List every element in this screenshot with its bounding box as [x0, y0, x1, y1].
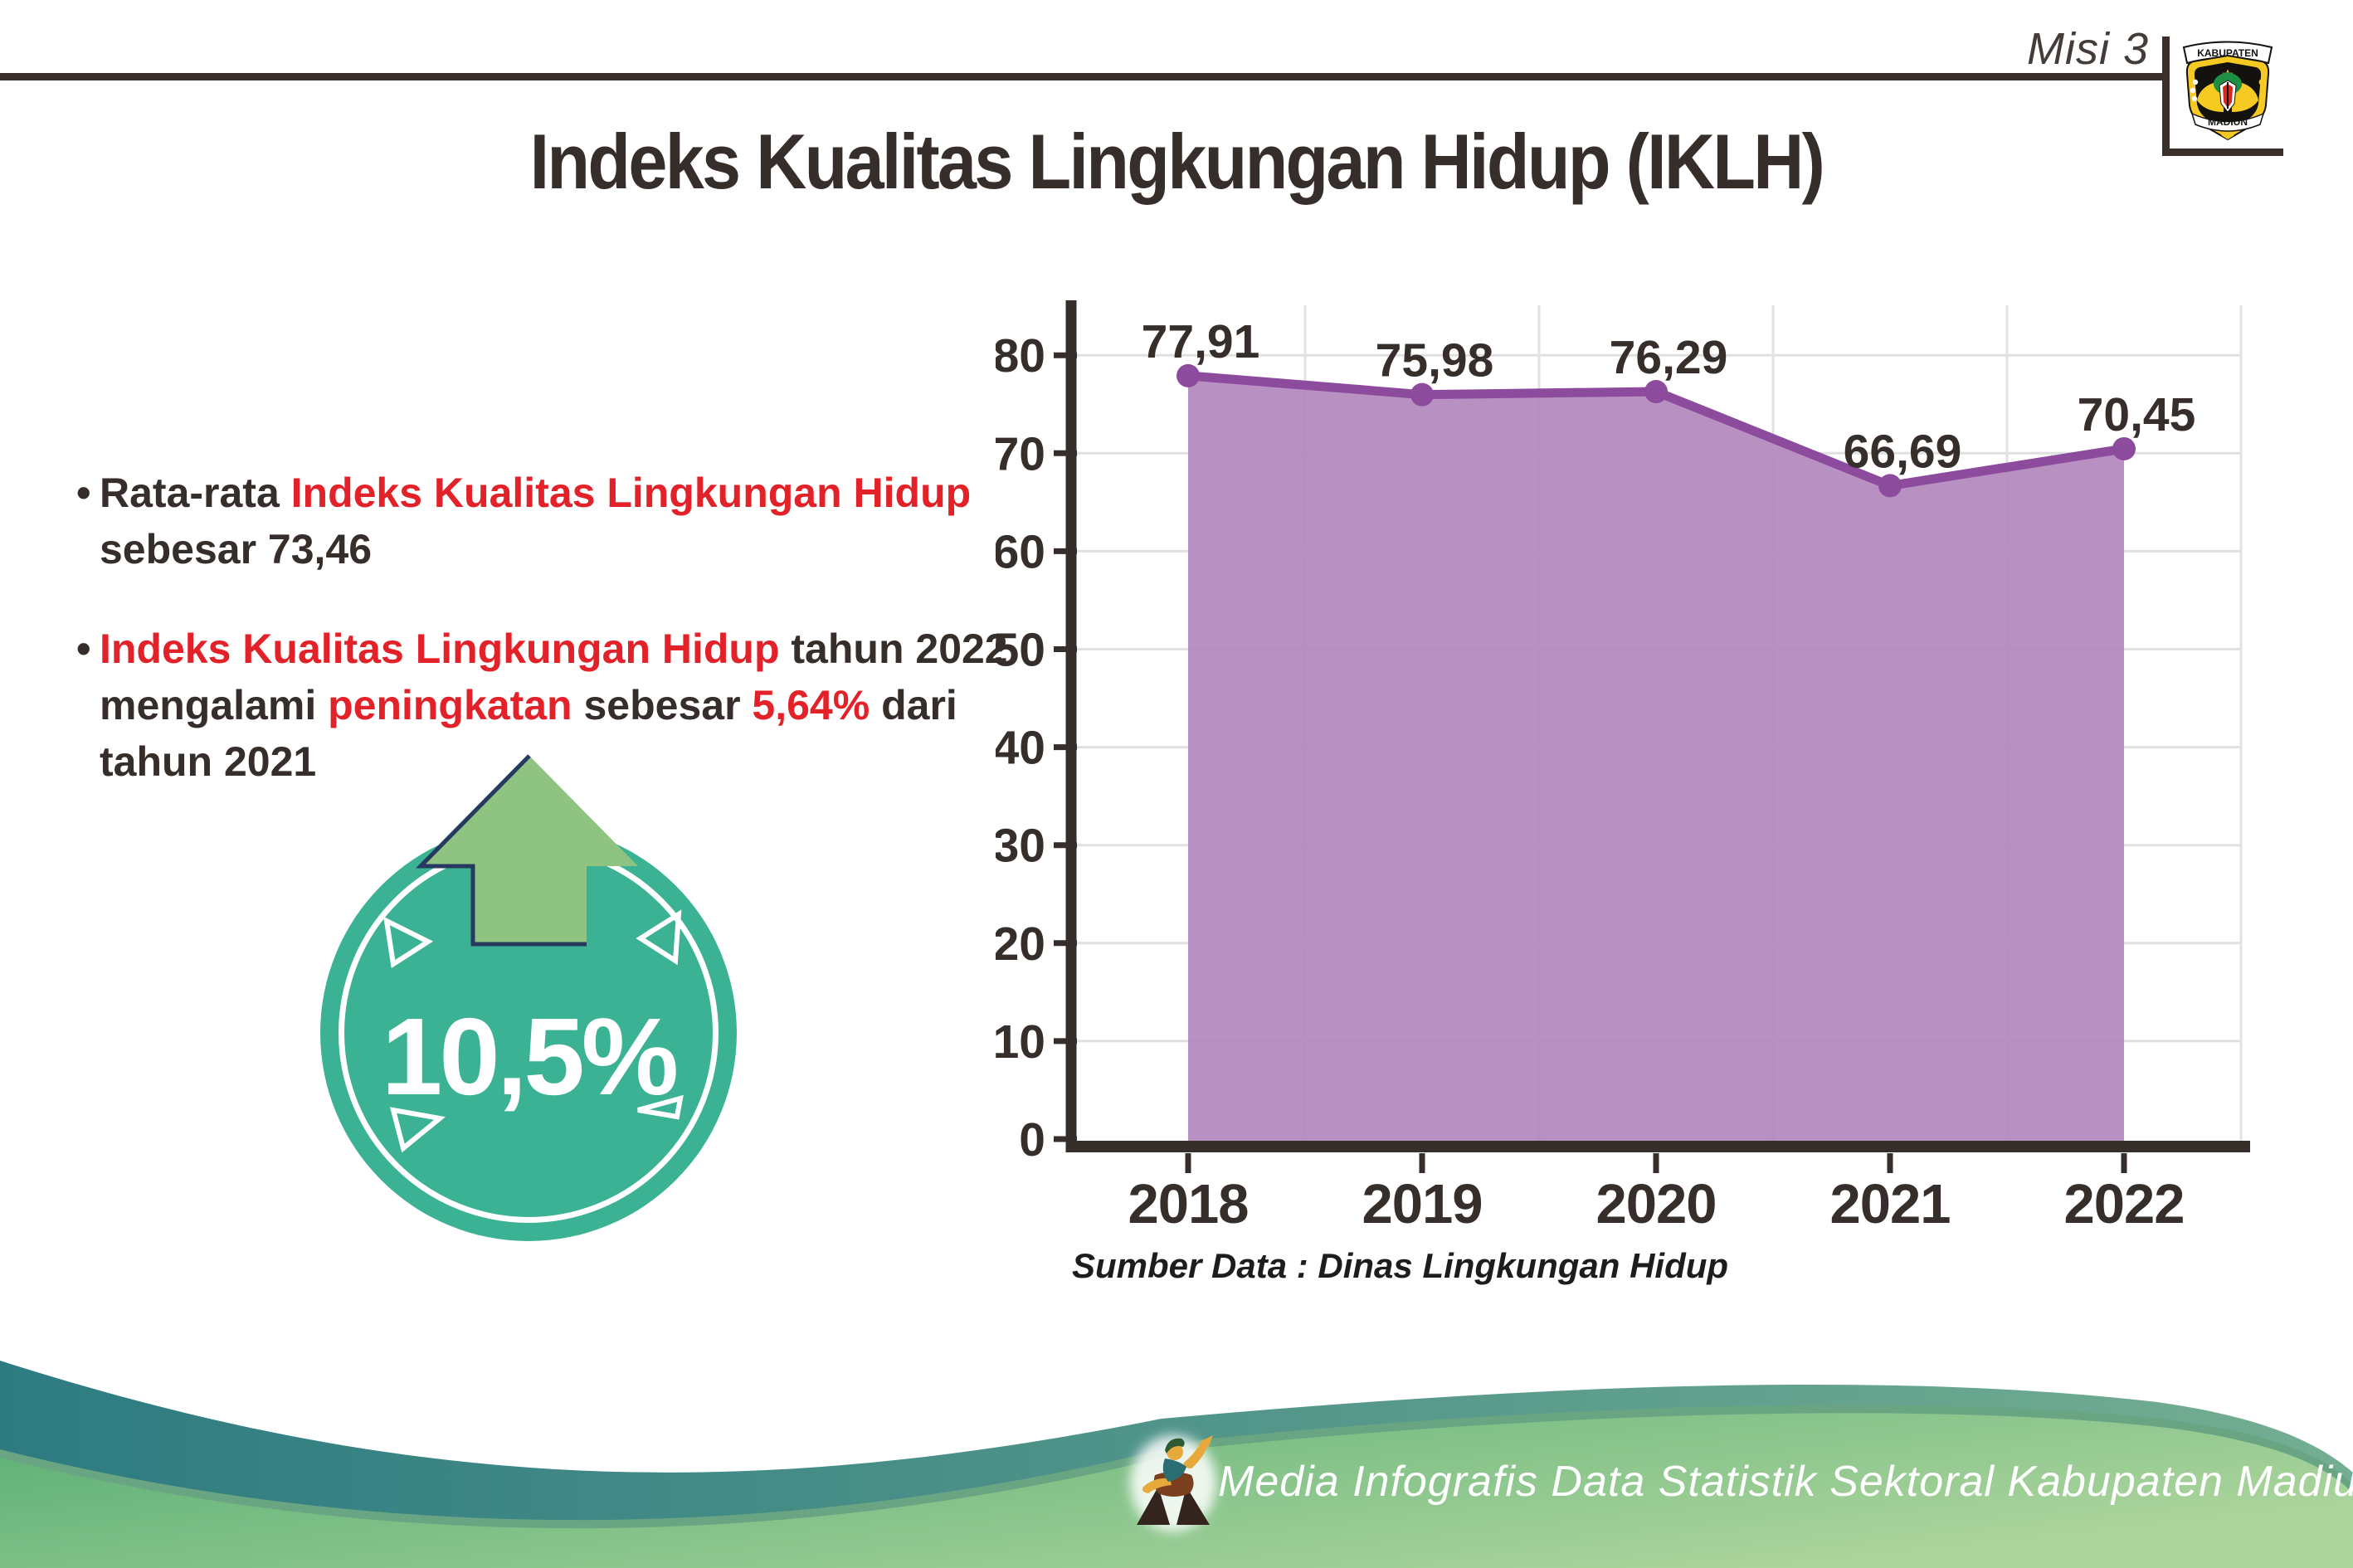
misi-label: Misi 3: [2026, 24, 2149, 74]
bullet-marker: •: [76, 470, 91, 516]
logo-frame-vertical: [2162, 37, 2170, 156]
footer-waves: [0, 1361, 2353, 1568]
svg-text:77,91: 77,91: [1142, 315, 1260, 368]
iklh-area-chart: 0 10 20 30 40 50 60 70 80 2018 2019 2020 2021 2022 77,…: [996, 300, 2250, 1235]
logo-madiun-band: [2190, 112, 2265, 132]
svg-text:66,69: 66,69: [1844, 425, 1962, 478]
bullet-segment: mengalami: [100, 682, 329, 728]
svg-text:30: 30: [996, 820, 1045, 873]
badge-value: 10,5%: [381, 995, 679, 1118]
svg-text:2020: 2020: [1595, 1173, 1716, 1235]
svg-text:60: 60: [996, 525, 1045, 578]
svg-text:2018: 2018: [1128, 1173, 1248, 1235]
bullet-segment: tahun 2022: [779, 626, 1008, 672]
bullet-segment: dari: [870, 682, 957, 728]
bullet-item-average: • Rata-rata Indeks Kualitas Lingkungan H…: [76, 465, 1054, 577]
dancer-mascot-icon: [1130, 1435, 1216, 1531]
bullet-text: Indeks Kualitas Lingkungan Hidup tahun 2…: [100, 621, 1054, 790]
svg-text:75,98: 75,98: [1376, 334, 1494, 387]
bullet-segment: Rata-rata: [100, 470, 291, 516]
svg-text:76,29: 76,29: [1610, 331, 1728, 384]
svg-text:10: 10: [996, 1015, 1045, 1069]
bullet-segment: peningkatan: [328, 682, 572, 728]
svg-text:20: 20: [996, 918, 1045, 971]
logo-ribbon-text: KABUPATEN: [2197, 47, 2258, 59]
svg-text:0: 0: [1019, 1113, 1045, 1166]
svg-text:2021: 2021: [1829, 1173, 1950, 1235]
page-title: Indeks Kualitas Lingkungan Hidup (IKLH): [529, 118, 1825, 205]
up-arrow-icon: [416, 754, 638, 947]
bullet-segment: Indeks Kualitas Lingkungan Hidup: [100, 626, 780, 672]
svg-text:50: 50: [996, 624, 1045, 677]
source-note: Sumber Data : Dinas Lingkungan Hidup: [1072, 1246, 1729, 1285]
bullet-marker: •: [76, 626, 91, 672]
svg-text:2022: 2022: [2063, 1173, 2184, 1235]
bullet-segment: tahun 2021: [100, 738, 317, 785]
bullet-segment: Indeks Kualitas Lingkungan Hidup: [290, 470, 972, 516]
footer-credit: Media Infografis Data Statistik Sektoral…: [1218, 1458, 2353, 1506]
bullet-text: Rata-rata Indeks Kualitas Lingkungan Hid…: [100, 465, 1054, 577]
logo-frame-horizontal: [2162, 149, 2283, 156]
bullet-segment: 5,64%: [752, 682, 870, 728]
badge-sparkle-triangles: [383, 909, 684, 1153]
header-rule: [0, 73, 2162, 80]
svg-text:70: 70: [996, 427, 1045, 480]
logo-band-text: MADIUN: [2208, 116, 2248, 128]
svg-text:2019: 2019: [1362, 1173, 1482, 1235]
bullet-segment: sebesar 73,46: [100, 526, 373, 572]
kabupaten-madiun-logo: KABUPATEN MADIUN: [2182, 41, 2273, 141]
svg-text:70,45: 70,45: [2078, 388, 2196, 441]
svg-text:80: 80: [996, 329, 1045, 382]
svg-text:40: 40: [996, 722, 1045, 775]
bullet-segment: sebesar: [572, 682, 753, 728]
bullet-item-increase: • Indeks Kualitas Lingkungan Hidup tahun…: [76, 621, 1054, 790]
